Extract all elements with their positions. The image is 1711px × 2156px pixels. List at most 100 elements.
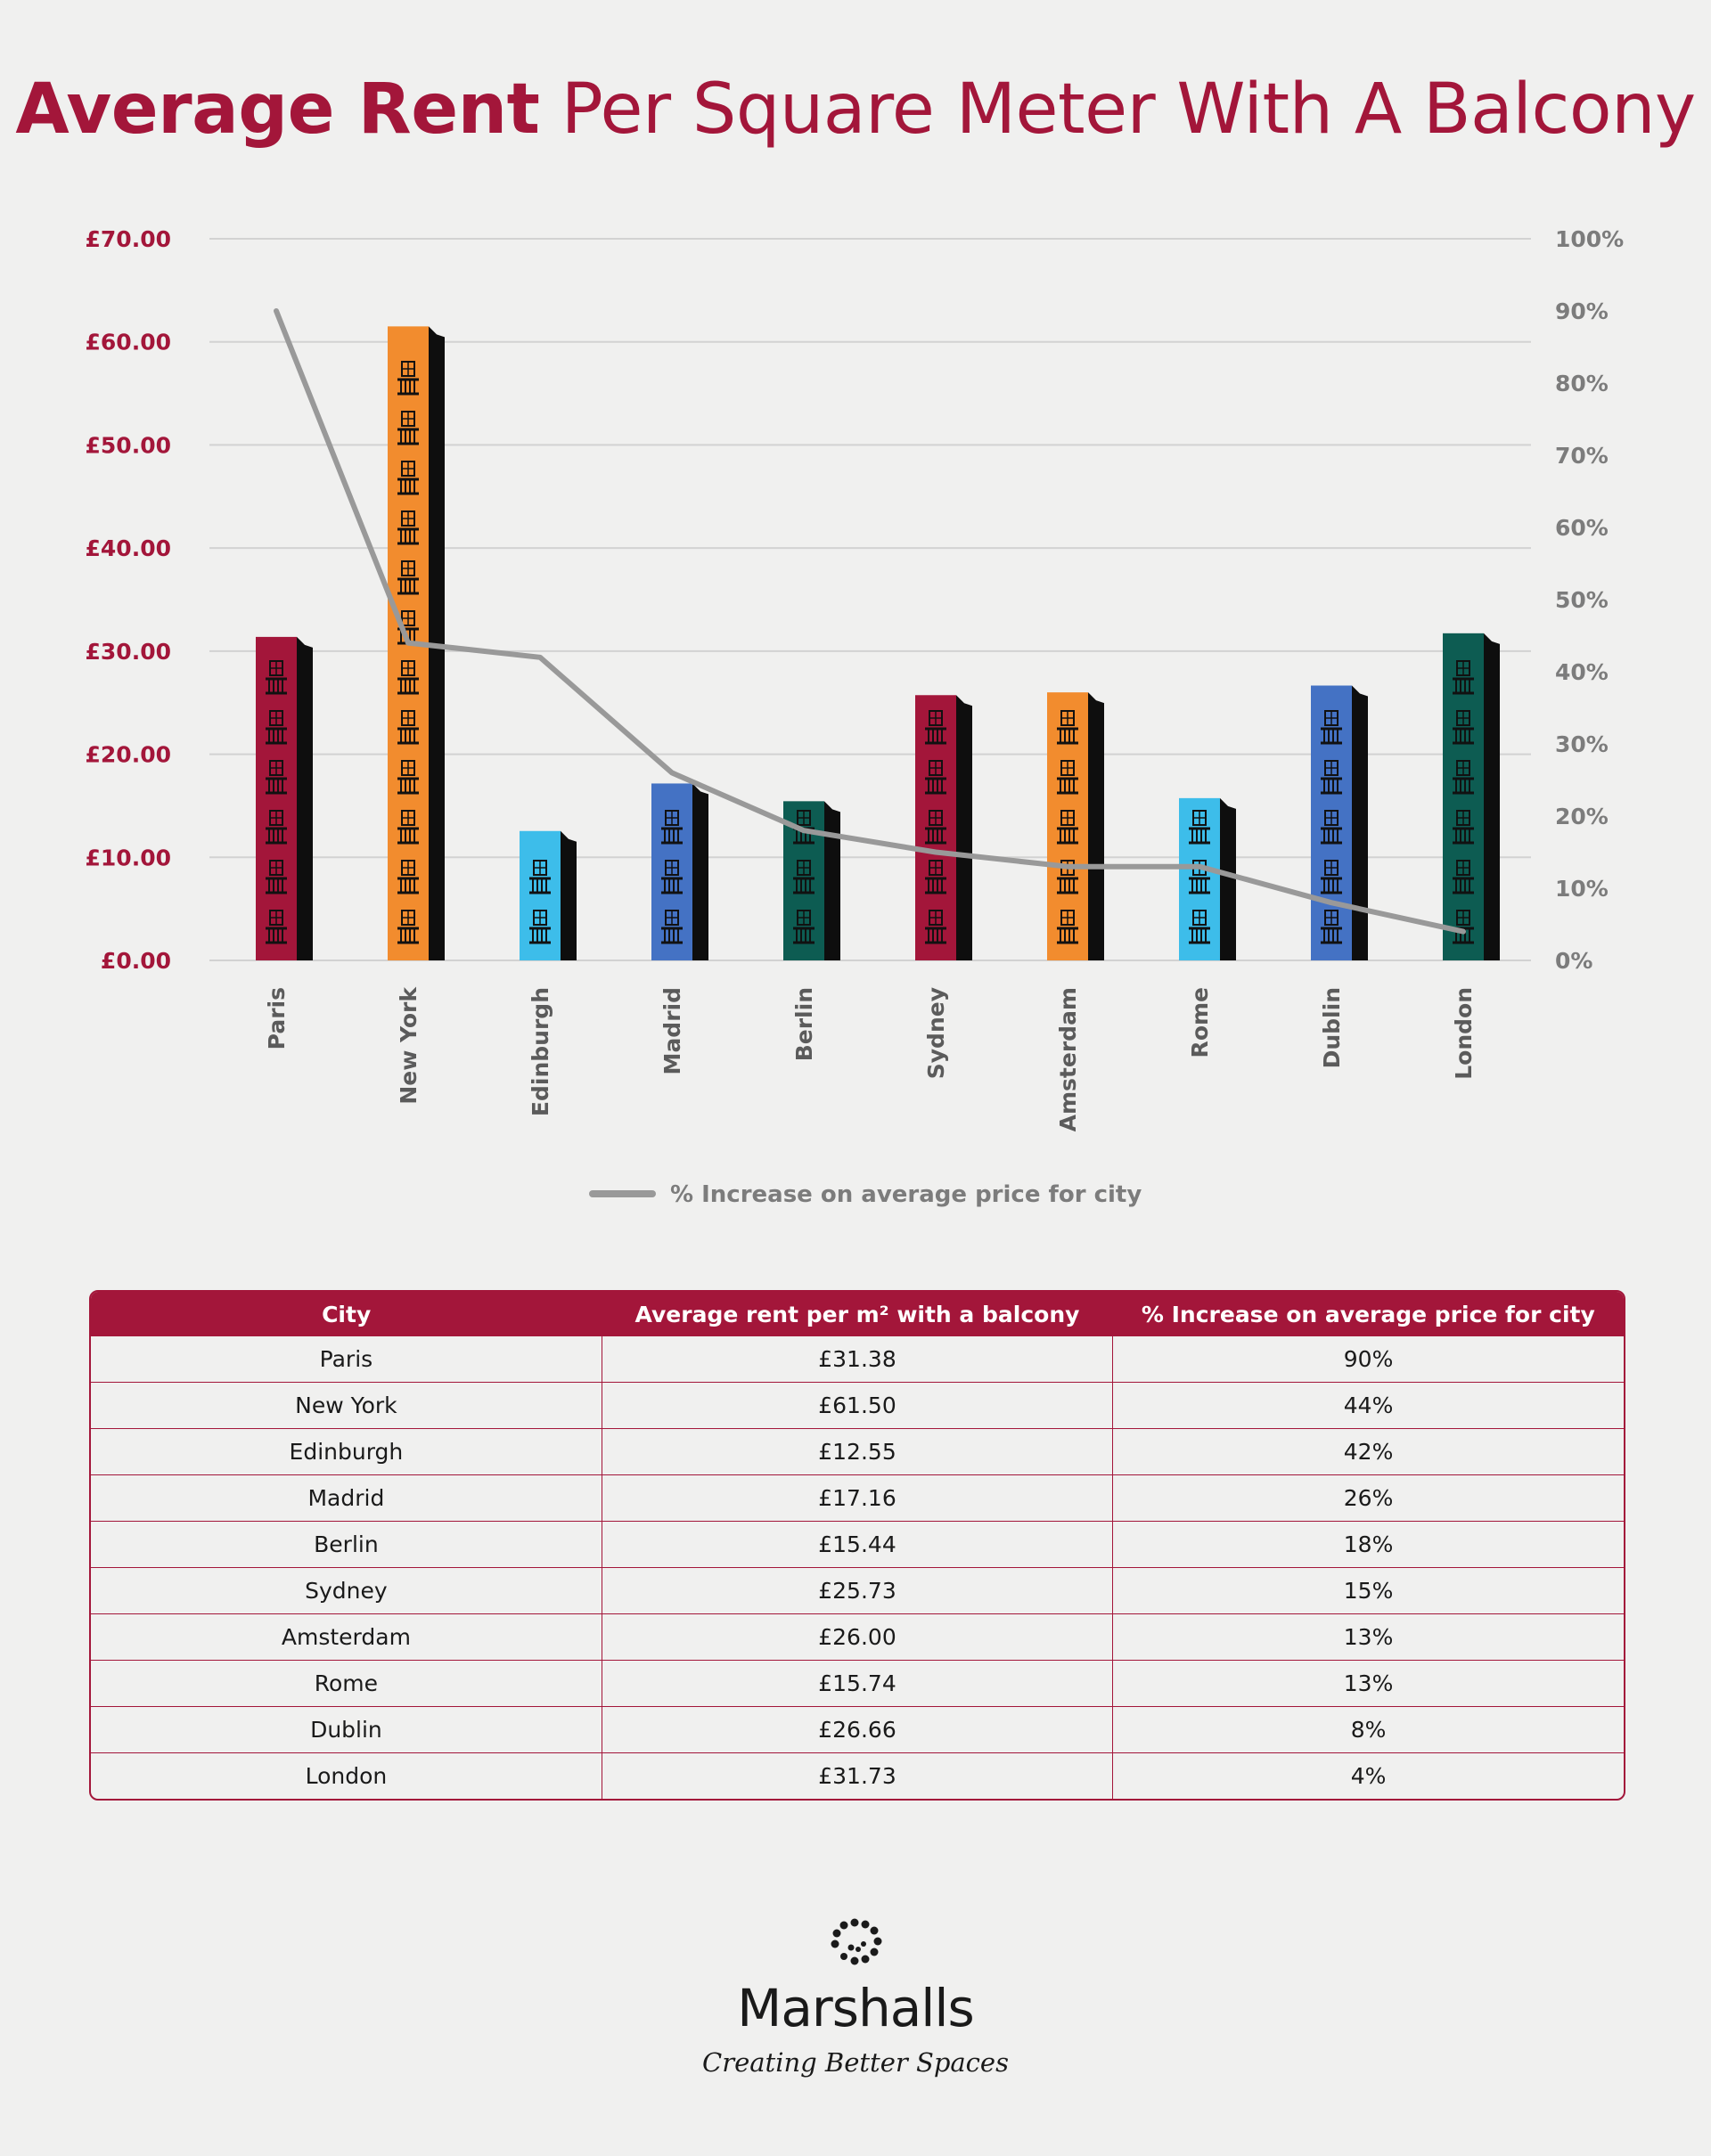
left-tick-label: £50.00	[86, 432, 171, 458]
balcony-icon	[1321, 910, 1342, 944]
cell-city: Sydney	[91, 1567, 602, 1614]
cell-rent: £26.66	[601, 1706, 1113, 1753]
balcony-icon	[266, 810, 287, 845]
left-tick-label: £10.00	[86, 845, 171, 870]
table-row: London £31.73 4%	[91, 1752, 1624, 1799]
bar-side	[1220, 797, 1236, 960]
balcony-icon	[397, 660, 419, 695]
category-labels: Paris New York Edinburgh Madrid Berlin Sydney…	[264, 986, 1477, 1132]
balcony-icon	[661, 910, 683, 944]
header-city: City	[91, 1292, 602, 1336]
table-row: New York £61.50 44%	[91, 1382, 1624, 1429]
balcony-icon	[1321, 810, 1342, 845]
percent-line	[274, 308, 1466, 935]
bar-side	[1352, 685, 1368, 960]
title-rest: Per Square Meter With A Balcony	[539, 69, 1696, 150]
line-point	[802, 829, 806, 833]
left-tick-label: £40.00	[86, 535, 171, 561]
category-label: Rome	[1187, 987, 1213, 1058]
cell-increase: 4%	[1112, 1752, 1624, 1799]
cell-increase: 42%	[1112, 1428, 1624, 1475]
legend: % Increase on average price for city	[589, 1181, 1142, 1208]
balcony-icon	[397, 361, 419, 396]
balcony-icon	[925, 760, 946, 795]
left-tick-label: £60.00	[86, 330, 171, 355]
cell-rent: £15.44	[601, 1521, 1113, 1568]
line-series	[274, 308, 1466, 935]
data-table: City Average rent per m² with a balcony …	[89, 1290, 1625, 1801]
cell-rent: £12.55	[601, 1428, 1113, 1475]
bar	[1179, 797, 1236, 960]
table-row: Paris £31.38 90%	[91, 1336, 1624, 1383]
balcony-icon	[1453, 910, 1474, 944]
brand-logo: Marshalls Creating Better Spaces	[0, 1915, 1711, 2078]
right-tick-label: 0%	[1555, 948, 1592, 974]
bar-side	[1088, 692, 1104, 960]
balcony-icon	[1057, 710, 1078, 745]
bar-side	[824, 801, 840, 960]
table-row: Dublin £26.66 8%	[91, 1706, 1624, 1753]
cell-increase: 13%	[1112, 1613, 1624, 1661]
category-label: Madrid	[659, 987, 685, 1074]
cell-rent: £25.73	[601, 1567, 1113, 1614]
balcony-icon	[793, 860, 815, 894]
left-tick-label: £0.00	[101, 948, 171, 974]
balcony-icon	[1453, 660, 1474, 695]
right-tick-label: 80%	[1555, 371, 1609, 396]
table-row: Berlin £15.44 18%	[91, 1521, 1624, 1568]
category-label: Paris	[264, 987, 290, 1049]
cell-city: Paris	[319, 1346, 373, 1372]
balcony-icon	[1453, 810, 1474, 845]
right-tick-label: 100%	[1555, 226, 1624, 252]
bar	[1443, 633, 1500, 960]
balcony-icon	[397, 510, 419, 545]
right-tick-label: 90%	[1555, 298, 1609, 324]
balcony-icon	[1057, 810, 1078, 845]
balcony-icon	[1453, 860, 1474, 894]
balcony-icon	[266, 660, 287, 695]
bar-side	[956, 695, 972, 960]
cell-increase: 8%	[1112, 1706, 1624, 1753]
right-tick-label: 50%	[1555, 587, 1609, 613]
right-tick-label: 10%	[1555, 876, 1609, 902]
balcony-icon	[1057, 910, 1078, 944]
bar	[520, 830, 577, 960]
cell-rent: £31.38	[601, 1336, 1113, 1383]
left-axis: £0.00 £10.00 £20.00 £30.00 £40.00 £50.00 £60.0…	[86, 226, 171, 974]
page-title: Average Rent Per Square Meter With A Bal…	[0, 69, 1711, 150]
cell-increase: 26%	[1112, 1474, 1624, 1522]
balcony-icon	[397, 810, 419, 845]
category-label: Amsterdam	[1055, 987, 1081, 1131]
balcony-icon	[397, 560, 419, 595]
bar-side	[297, 636, 313, 960]
cell-city: Berlin	[91, 1521, 602, 1568]
bar	[651, 783, 708, 960]
line-point	[538, 655, 542, 659]
bar	[783, 801, 840, 960]
balcony-icon	[397, 710, 419, 745]
cell-increase: 13%	[1112, 1660, 1624, 1707]
bar-face	[1443, 633, 1484, 960]
balcony-icon	[529, 910, 551, 944]
category-label: Edinburgh	[528, 987, 553, 1116]
line-point	[1198, 864, 1201, 869]
cell-city: London	[91, 1752, 602, 1799]
table-row: Edinburgh £12.55 42%	[91, 1428, 1624, 1475]
cell-city: Amsterdam	[91, 1613, 602, 1661]
cell-rent: £15.74	[601, 1660, 1113, 1707]
line-point	[406, 641, 410, 645]
line-point	[1330, 901, 1333, 905]
bar	[1047, 692, 1104, 960]
line-point	[1066, 864, 1069, 869]
balcony-icon	[925, 710, 946, 745]
balcony-icon	[1453, 760, 1474, 795]
cell-increase: 44%	[1112, 1382, 1624, 1429]
cell-rent: £31.73	[601, 1752, 1113, 1799]
cell-increase: 90%	[1112, 1336, 1624, 1383]
bar-face	[256, 636, 297, 960]
bar	[1311, 685, 1368, 960]
balcony-icon	[1453, 710, 1474, 745]
rent-chart: £0.00 £10.00 £20.00 £30.00 £40.00 £50.00 £60.0…	[86, 226, 1625, 1208]
right-tick-label: 70%	[1555, 443, 1609, 469]
cell-city: New York	[91, 1382, 602, 1429]
